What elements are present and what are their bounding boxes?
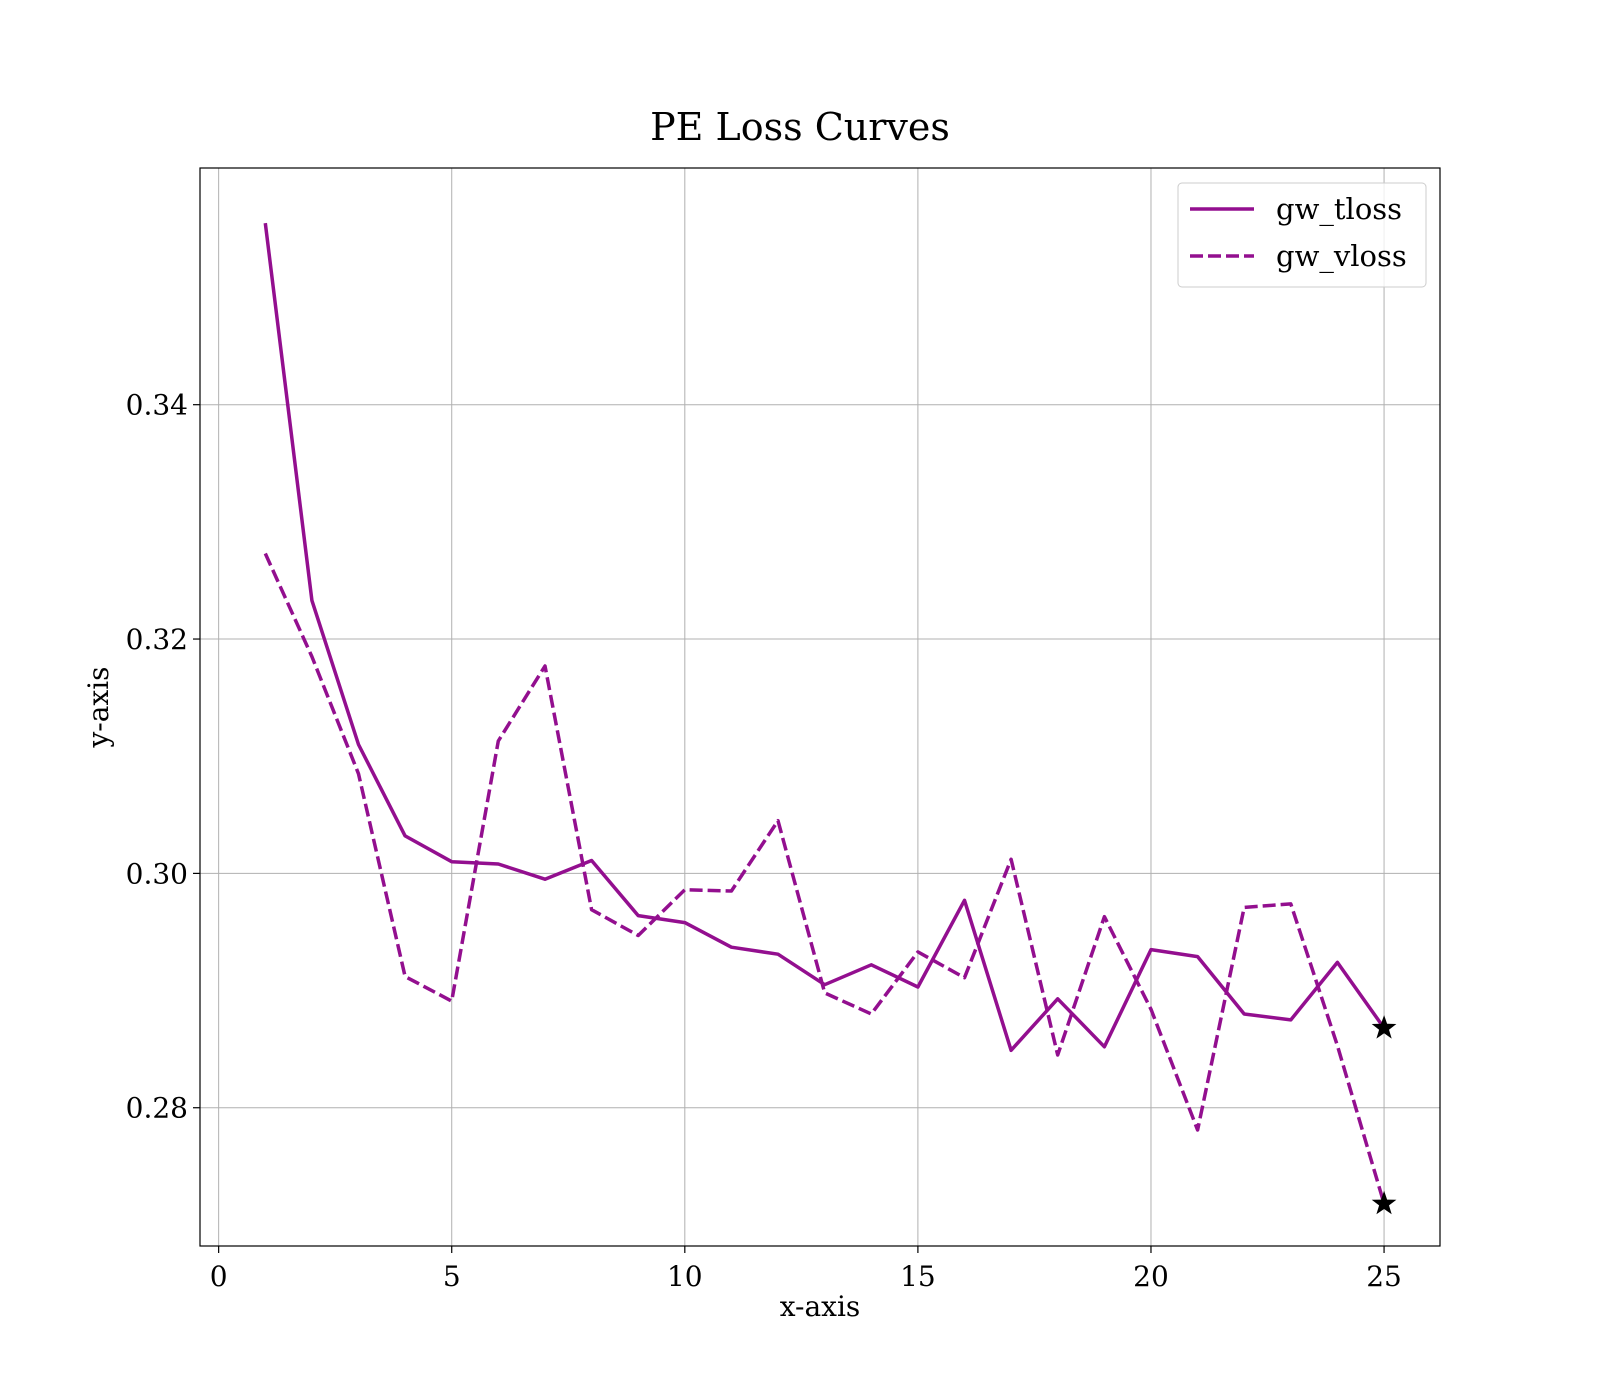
- x-axis-label: x-axis: [780, 1290, 861, 1323]
- series-lines: [263, 222, 1386, 1205]
- chart-title: PE Loss Curves: [650, 105, 950, 149]
- legend: gw_tloss gw_vloss: [1177, 182, 1427, 288]
- x-tick-label: 0: [210, 1260, 228, 1293]
- plot-frame: [199, 167, 1441, 1247]
- x-tick-label: 10: [667, 1260, 703, 1293]
- y-tick-label: 0.28: [126, 1092, 188, 1125]
- y-tick-label: 0.30: [126, 857, 188, 890]
- x-tick-label: 5: [443, 1260, 461, 1293]
- y-tick-label: 0.32: [126, 623, 188, 656]
- y-axis-label: y-axis: [82, 666, 115, 748]
- star-marker: [1371, 1015, 1397, 1039]
- end-markers: [1371, 1015, 1397, 1215]
- y-tick-label: 0.34: [126, 389, 188, 422]
- legend-label-gw_tloss: gw_tloss: [1276, 192, 1402, 227]
- series-line-gw_tloss: [263, 222, 1386, 1053]
- x-tick-label: 25: [1366, 1260, 1402, 1293]
- legend-label-gw_vloss: gw_vloss: [1276, 239, 1407, 274]
- star-marker: [1371, 1190, 1397, 1215]
- x-tick-label: 20: [1133, 1260, 1169, 1293]
- axis-ticks: 0 5 10 15 20 25 0.28 0.30 0.32 0.34: [126, 389, 1402, 1293]
- x-tick-label: 15: [900, 1260, 936, 1293]
- series-line-gw_vloss: [263, 552, 1386, 1205]
- grid-lines: [200, 168, 1440, 1246]
